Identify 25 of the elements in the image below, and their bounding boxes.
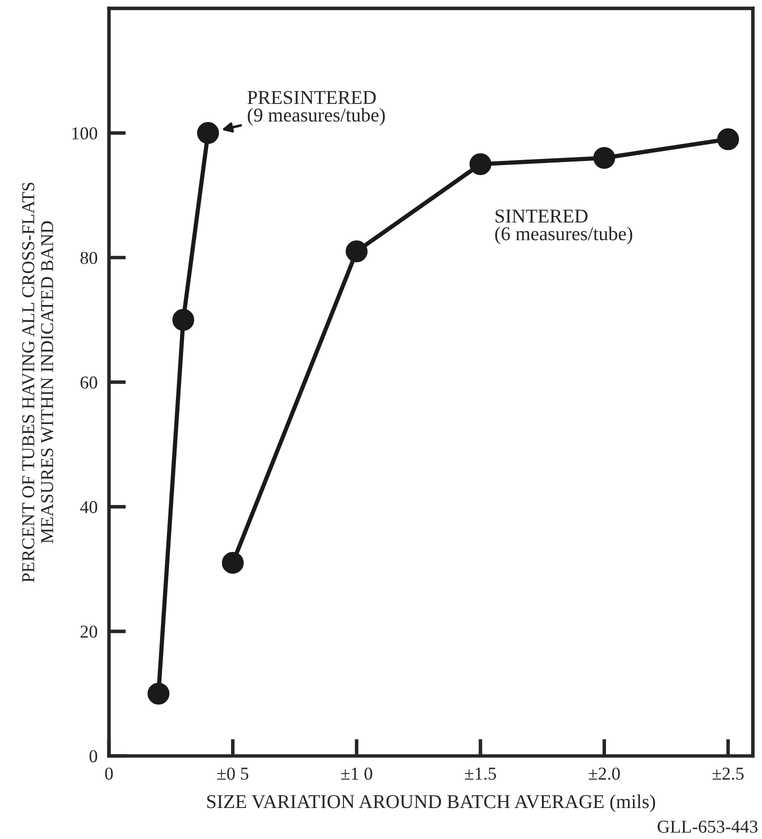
x-axis-title: SIZE VARIATION AROUND BATCH AVERAGE (mils) [207, 794, 656, 812]
x-tick-label: ±1.5 [464, 768, 496, 780]
annotation: SINTERED (6 measures/tube) [495, 210, 632, 244]
y-tick-label: 80 [80, 252, 98, 264]
y-axis-title: PERCENT OF TUBES HAVING ALL CROSS-FLATS MEASURES WITHIN INDICATED BAND [22, 182, 54, 582]
point [172, 308, 194, 331]
y-tick-label: 0 [90, 750, 98, 762]
point [197, 122, 219, 144]
point [148, 682, 170, 705]
y-tick-label: 100 [72, 127, 98, 140]
x-tick-label: ±1 0 [341, 768, 372, 780]
x-tick-label: ±2.0 [588, 768, 620, 780]
y-tick-label: 60 [80, 376, 98, 389]
x-tick-label: ±2.5 [712, 768, 744, 780]
annotation: PRESINTERED (9 measures/tube) [247, 90, 385, 126]
point [222, 552, 244, 574]
point [717, 128, 740, 150]
x-tick-label: ±0 5 [217, 768, 248, 780]
y-tick-label: 40 [80, 501, 98, 514]
y-tick-label: 20 [80, 626, 98, 638]
x-tick-label: 0 [105, 768, 113, 780]
point [346, 240, 368, 262]
text: GLL-653-443 [658, 820, 758, 833]
point [593, 146, 616, 169]
point [470, 153, 492, 176]
